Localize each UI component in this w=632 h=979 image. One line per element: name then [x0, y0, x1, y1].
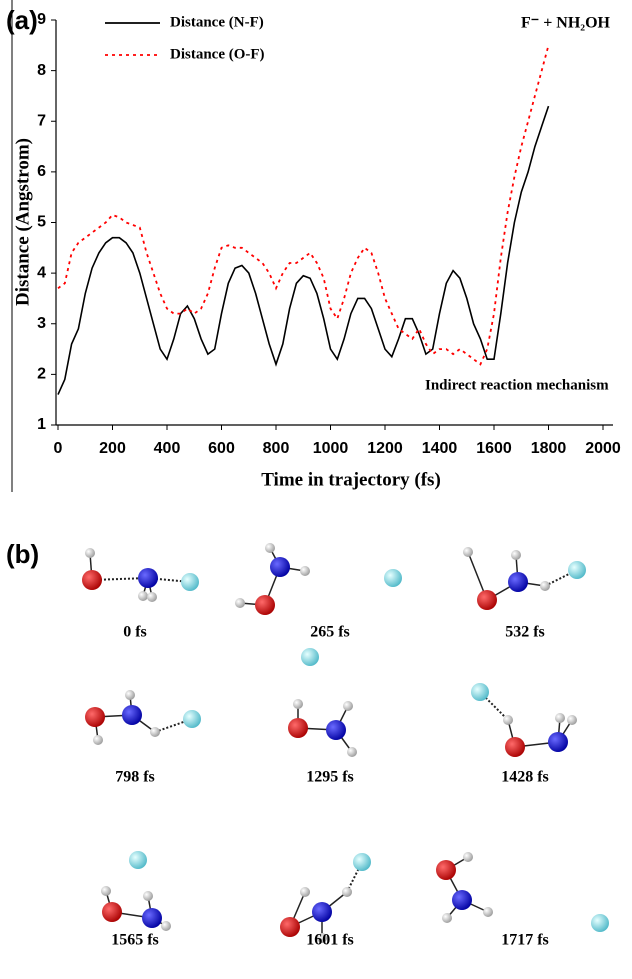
data-line	[58, 106, 549, 395]
annotation: Indirect reaction mechanism	[425, 377, 609, 393]
snapshot-time: 532 fs	[505, 624, 545, 641]
molecule	[101, 851, 171, 931]
x-tick-label: 2000	[585, 440, 621, 457]
y-tick-label: 6	[37, 163, 46, 180]
y-tick-label: 2	[37, 366, 46, 383]
legend-label: Distance (O-F)	[170, 46, 265, 62]
molecule	[85, 690, 201, 745]
legend-label: Distance (N-F)	[170, 14, 264, 30]
molecule	[436, 852, 609, 932]
y-tick-label: 9	[37, 11, 46, 28]
x-tick-label: 200	[99, 440, 126, 457]
y-tick-label: 1	[37, 416, 46, 433]
x-tick-label: 400	[154, 440, 181, 457]
panel-label: (b)	[6, 539, 39, 569]
y-tick-label: 7	[37, 112, 46, 129]
snapshot-time: 1295 fs	[306, 769, 354, 786]
snapshot-time: 798 fs	[115, 769, 155, 786]
snapshot-time: 1717 fs	[501, 932, 549, 949]
x-tick-label: 0	[54, 440, 63, 457]
panel-label: (a)	[6, 5, 38, 35]
snapshot-time: 1601 fs	[306, 932, 354, 949]
x-tick-label: 800	[263, 440, 290, 457]
molecule	[463, 547, 586, 610]
molecule	[280, 853, 371, 943]
snapshot-time: 265 fs	[310, 624, 350, 641]
y-tick-label: 8	[37, 62, 46, 79]
molecule	[288, 648, 357, 757]
y-tick-label: 4	[37, 264, 46, 281]
x-tick-label: 1400	[422, 440, 458, 457]
snapshot-labels: 0 fs 265 fs 532 fs 798 fs 1295 fs 1428 fs 1565…	[111, 624, 549, 949]
y-tick-label: 3	[37, 315, 46, 332]
x-tick-label: 1800	[531, 440, 567, 457]
molecule	[471, 683, 577, 757]
y-tick-label: 5	[37, 214, 46, 231]
x-tick-label: 1200	[367, 440, 403, 457]
y-axis-label: Distance (Angstrom)	[12, 138, 33, 306]
molecule	[82, 548, 199, 602]
x-axis-label: Time in trajectory (fs)	[261, 469, 441, 490]
x-tick-label: 1000	[313, 440, 349, 457]
snapshot-time: 1428 fs	[501, 769, 549, 786]
figure: (a) F⁻ + NH₂OH Indirect reaction mechani…	[0, 0, 632, 979]
data-line	[58, 45, 549, 364]
molecule	[235, 543, 402, 615]
snapshot-time: 0 fs	[123, 624, 147, 641]
x-tick-label: 600	[208, 440, 235, 457]
x-tick-label: 1600	[476, 440, 512, 457]
annotation: F⁻ + NH₂OH	[521, 15, 611, 32]
snapshot-time: 1565 fs	[111, 932, 159, 949]
